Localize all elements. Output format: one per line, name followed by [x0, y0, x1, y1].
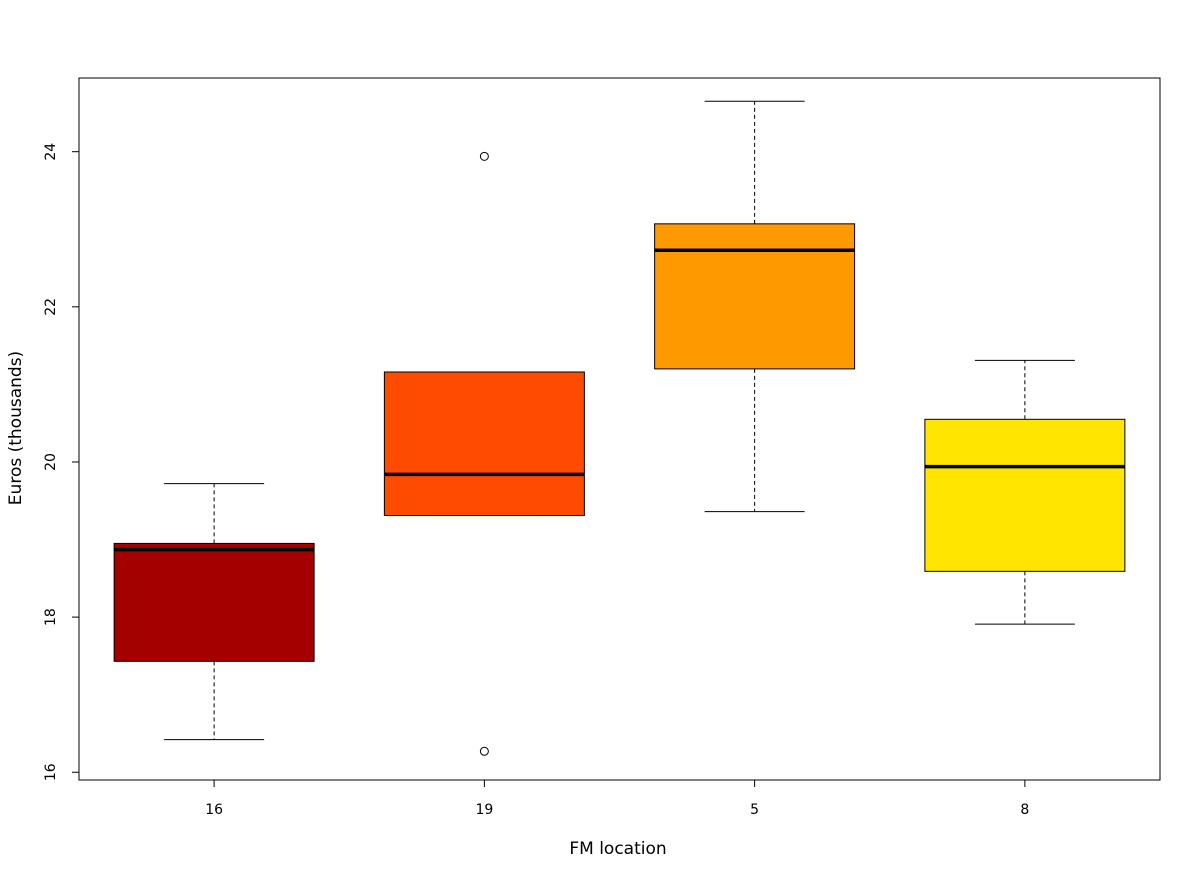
y-axis-title: Euros (thousands)	[6, 351, 26, 505]
y-tick-label: 20	[43, 453, 59, 471]
y-tick-label: 16	[43, 763, 59, 781]
boxes-layer	[113, 100, 1126, 756]
outlier-point	[479, 151, 489, 161]
box-8	[924, 418, 1126, 572]
box-19	[383, 371, 585, 516]
x-axis: 16 19 5 8	[205, 779, 1029, 818]
box-group-8	[924, 359, 1126, 625]
box-group-5	[654, 100, 856, 513]
x-tick-label: 19	[475, 802, 493, 818]
x-axis-title: FM location	[569, 839, 666, 859]
x-tick-label: 5	[750, 802, 759, 818]
outlier-point	[479, 746, 489, 756]
x-tick-label: 16	[205, 802, 223, 818]
box-5	[654, 223, 856, 370]
box-group-16	[113, 483, 315, 741]
y-tick-label: 24	[43, 143, 59, 161]
y-tick-label: 18	[43, 608, 59, 626]
y-axis: 16 18 20 22 24	[43, 143, 80, 781]
box-16	[113, 542, 315, 662]
y-tick-label: 22	[43, 298, 59, 316]
box-group-19	[383, 151, 585, 756]
x-tick-label: 8	[1020, 802, 1029, 818]
